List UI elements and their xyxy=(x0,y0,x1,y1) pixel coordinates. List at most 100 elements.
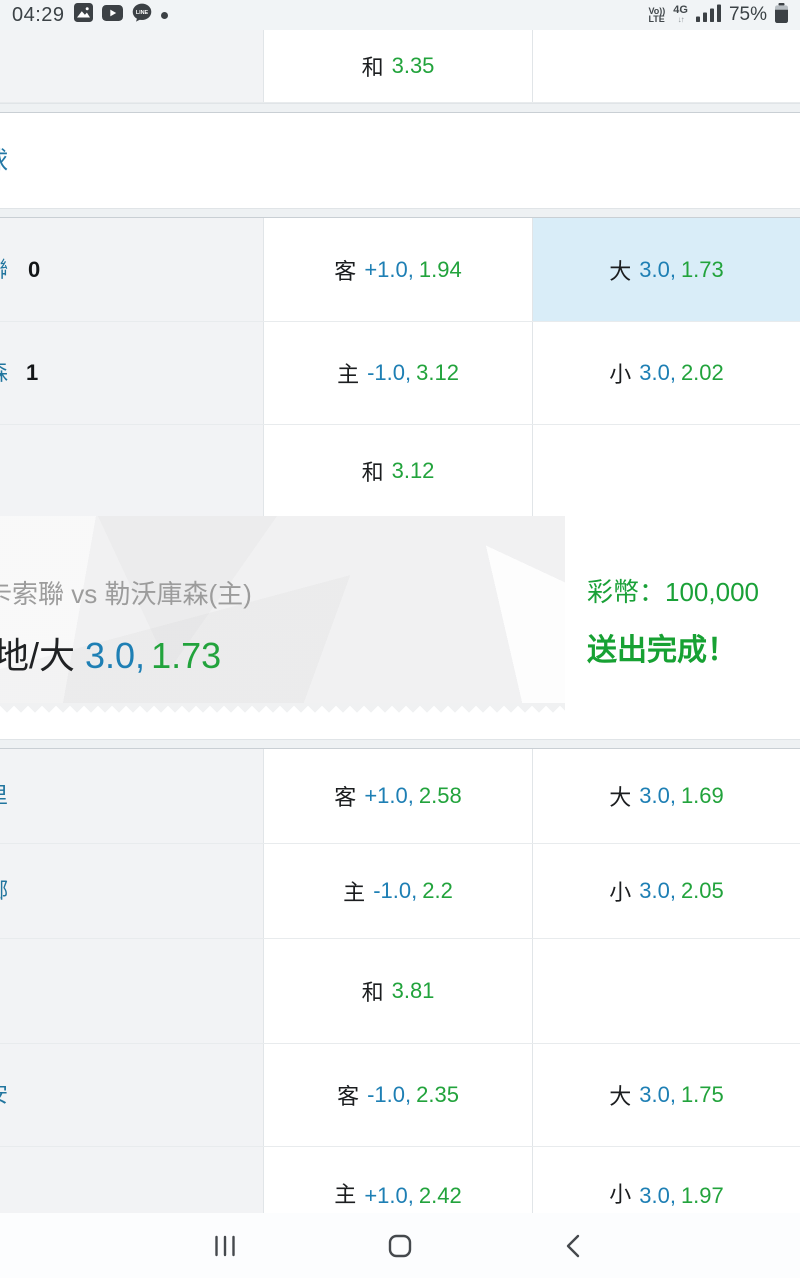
league-header-band: 球 xyxy=(0,113,800,208)
handicap-odds-cell[interactable]: 主 +1.0, 2.42 xyxy=(263,1147,533,1213)
handicap-odds-cell[interactable]: 客 -1.0, 2.35 xyxy=(263,1044,533,1146)
odds-row-away: 里 客 +1.0, 2.58 大 3.0, 1.69 xyxy=(0,749,800,844)
status-bar: 04:29 LINE Vo)) LTE 4G ↓↑ 75% xyxy=(0,0,800,30)
draw-label: 和 xyxy=(361,980,384,1005)
total-odds-cell[interactable]: 小 3.0, 2.05 xyxy=(533,844,800,938)
team-cell xyxy=(0,939,263,1043)
pick-label: 客 xyxy=(334,258,357,284)
odds-value: 2.58 xyxy=(418,783,462,808)
android-nav-bar xyxy=(0,1213,800,1278)
draw-odds-value: 3.35 xyxy=(391,53,435,78)
team-name-clipped: 里 xyxy=(0,781,10,811)
handicap-line: -1.0, xyxy=(373,878,418,903)
youtube-icon xyxy=(101,4,123,26)
draw-odds-cell[interactable]: 和 3.81 xyxy=(263,939,533,1043)
back-icon xyxy=(566,1234,580,1257)
team-name-clipped: 森 xyxy=(0,358,10,388)
team-name-fragment: 安 xyxy=(0,1080,8,1110)
pick-label: 主 xyxy=(343,880,366,905)
total-line: 3.0, xyxy=(639,878,676,903)
pick-label: 大 xyxy=(609,258,632,284)
clock: 04:29 xyxy=(12,3,65,26)
spacer xyxy=(0,713,800,739)
network-type-icon: 4G ↓↑ xyxy=(673,4,688,25)
status-bar-right: Vo)) LTE 4G ↓↑ 75% xyxy=(648,2,788,28)
odds-value: 2.05 xyxy=(680,878,724,903)
pick-label: 小 xyxy=(609,1182,632,1207)
draw-odds-cell[interactable]: 和 3.35 xyxy=(263,30,533,102)
handicap-line: +1.0, xyxy=(364,256,414,282)
pick-label: 小 xyxy=(609,362,632,387)
bet-receipt-banner: 卡索聯 vs 勒沃庫森(主) 地/大 3.0, 1.73 彩幣：100,000 送出… xyxy=(0,516,800,713)
recents-button[interactable] xyxy=(203,1229,247,1263)
draw-odds-value: 3.12 xyxy=(391,457,435,483)
pick-label: 客 xyxy=(334,785,357,810)
team-name-fragment: 聯 xyxy=(0,255,8,285)
handicap-line: -1.0, xyxy=(367,360,412,385)
team-name-fragment: 森 xyxy=(0,358,8,388)
total-line: 3.0, xyxy=(639,1082,676,1107)
submit-success-message: 送出完成！ xyxy=(587,634,737,667)
team-cell: 安 xyxy=(0,1044,263,1146)
draw-odds-cell[interactable]: 和 3.12 xyxy=(263,425,533,516)
league-title-clipped: 球 xyxy=(0,144,11,178)
status-bar-left: 04:29 LINE xyxy=(12,3,168,27)
battery-percentage: 75% xyxy=(728,4,767,25)
credits-label: 彩幣： xyxy=(587,577,666,607)
battery-icon xyxy=(775,2,788,28)
empty-odds-cell xyxy=(533,30,800,102)
odds-value: 2.42 xyxy=(418,1183,462,1208)
handicap-line: -1.0, xyxy=(367,1082,412,1107)
total-odds-cell[interactable]: 大 3.0, 1.75 xyxy=(533,1044,800,1146)
odds-row-home: 森 1 主 -1.0, 3.12 小 3.0, 2.02 xyxy=(0,322,800,425)
team-cell: 鄉 xyxy=(0,844,263,938)
draw-odds-value: 3.81 xyxy=(391,978,435,1003)
handicap-odds-cell[interactable]: 主 -1.0, 3.12 xyxy=(263,322,533,424)
team-cell xyxy=(0,1147,263,1213)
odds-value: 3.12 xyxy=(416,360,459,385)
bet-receipt-status: 彩幣：100,000 送出完成！ xyxy=(565,516,800,713)
ticket-zigzag-edge xyxy=(0,703,565,713)
total-odds-cell[interactable]: 小 3.0, 2.02 xyxy=(533,322,800,424)
signal-strength-icon xyxy=(695,4,721,27)
team-name-clipped: 安 xyxy=(0,1080,10,1110)
total-odds-cell-selected[interactable]: 大 3.0, 1.73 xyxy=(533,218,800,321)
draw-label: 和 xyxy=(361,55,384,80)
odds-value: 2.2 xyxy=(422,878,453,903)
back-button[interactable] xyxy=(551,1229,595,1263)
team-cell xyxy=(0,425,263,516)
credits-value: 100,000 xyxy=(665,577,759,607)
handicap-odds-cell[interactable]: 客 +1.0, 1.94 xyxy=(263,218,533,321)
credits-balance: 彩幣：100,000 xyxy=(587,572,800,609)
pick-label: 大 xyxy=(609,785,632,810)
empty-odds-cell xyxy=(533,939,800,1043)
team-cell: 聯 0 xyxy=(0,218,263,321)
team-score: 0 xyxy=(28,256,41,282)
odds-value: 2.35 xyxy=(416,1082,459,1107)
league-title-fragment: 球 xyxy=(0,144,8,178)
team-cell: 森 1 xyxy=(0,322,263,424)
section-separator xyxy=(0,208,800,218)
total-odds-cell[interactable]: 小 3.0, 1.97 xyxy=(533,1147,800,1213)
bet-ticket: 卡索聯 vs 勒沃庫森(主) 地/大 3.0, 1.73 xyxy=(0,516,565,713)
pick-label: 主 xyxy=(334,1182,357,1207)
team-name-clipped: 鄉 xyxy=(0,876,10,906)
home-button[interactable] xyxy=(378,1229,422,1263)
selection-text: 地/大 xyxy=(0,635,76,676)
odds-value: 1.69 xyxy=(680,783,724,808)
total-line: 3.0, xyxy=(639,783,676,808)
team-cell xyxy=(0,30,263,102)
odds-row-away: 安 客 -1.0, 2.35 大 3.0, 1.75 xyxy=(0,1044,800,1147)
pick-label: 客 xyxy=(337,1084,360,1109)
pick-label: 主 xyxy=(337,362,360,387)
handicap-odds-cell[interactable]: 主 -1.0, 2.2 xyxy=(263,844,533,938)
section-separator xyxy=(0,103,800,113)
odds-value: 1.75 xyxy=(680,1082,724,1107)
handicap-odds-cell[interactable]: 客 +1.0, 2.58 xyxy=(263,749,533,843)
volte-icon: Vo)) LTE xyxy=(648,5,666,24)
svg-text:LINE: LINE xyxy=(135,10,148,16)
draw-label: 和 xyxy=(361,459,384,485)
total-odds-cell[interactable]: 大 3.0, 1.69 xyxy=(533,749,800,843)
team-name-fragment: 里 xyxy=(0,781,8,811)
total-line: 3.0, xyxy=(639,1183,676,1208)
